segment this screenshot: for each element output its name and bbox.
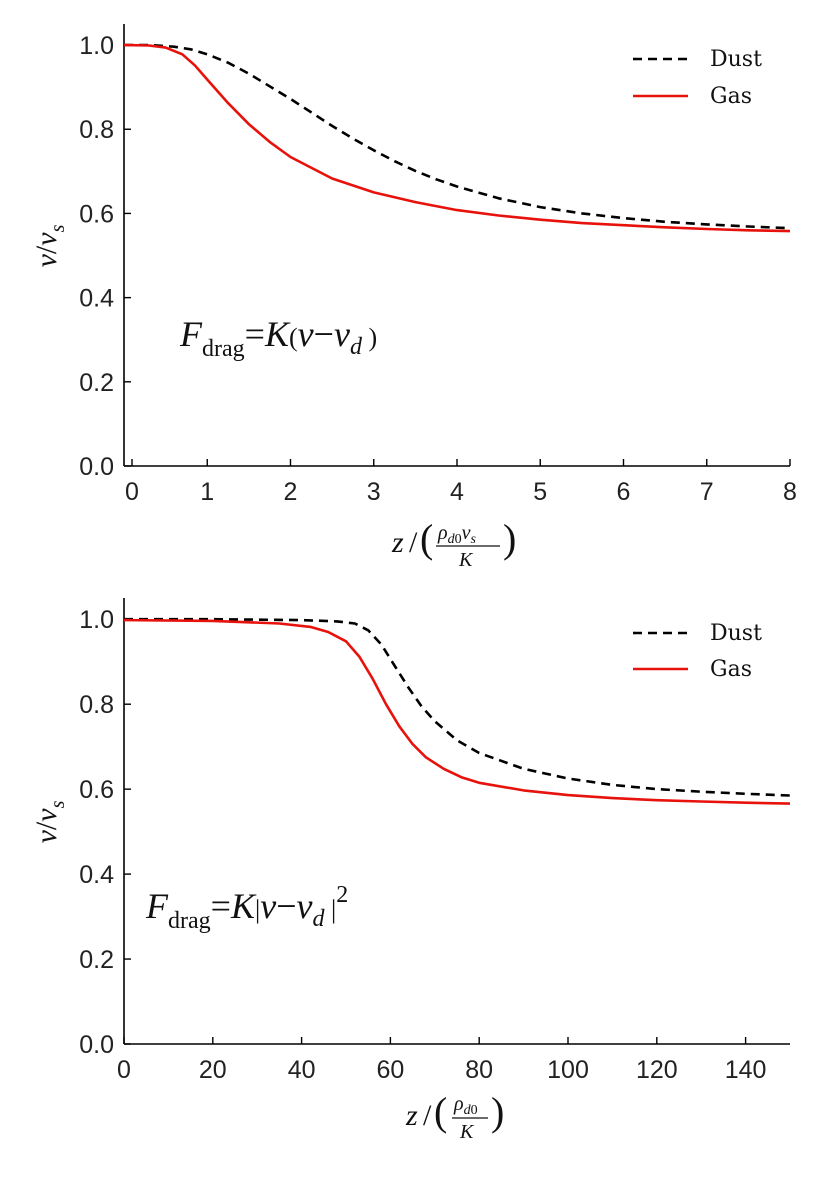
chart-bottom-y-tick-label: 0.8 xyxy=(79,691,114,719)
svg-text:/: / xyxy=(409,526,418,559)
chart-top-x-tick-label: 0 xyxy=(125,478,139,506)
svg-text:Fdrag=K|v−vd |2: Fdrag=K|v−vd |2 xyxy=(145,882,348,934)
svg-text:(: ( xyxy=(420,516,433,561)
chart-top-annotation: Fdrag=K(v−vd ) xyxy=(179,314,377,362)
svg-text:ρd0: ρd0 xyxy=(453,1093,478,1118)
svg-text:): ) xyxy=(503,516,516,561)
chart-bottom-x-tick-label: 120 xyxy=(636,1056,678,1084)
chart-bottom-x-tick-label: 0 xyxy=(117,1056,131,1084)
svg-text:(: ( xyxy=(434,1089,447,1134)
chart-bottom-legend-dust-label: Dust xyxy=(710,621,762,646)
chart-top-y-tick-label: 0.0 xyxy=(79,453,114,481)
chart-top-legend: Dust Gas xyxy=(633,47,762,109)
svg-text:/: / xyxy=(423,1099,432,1132)
chart-top-x-tick-label: 5 xyxy=(533,478,547,506)
svg-text:z: z xyxy=(391,526,404,559)
chart-bottom-x-tick-label: 140 xyxy=(725,1056,767,1084)
svg-text:Fdrag=K(v−vd ): Fdrag=K(v−vd ) xyxy=(179,314,377,362)
chart-bottom-y-tick-label: 1.0 xyxy=(79,606,114,634)
chart-bottom-series-dust-line xyxy=(124,617,791,797)
svg-text:K: K xyxy=(459,1121,475,1143)
chart-bottom-series xyxy=(123,617,791,805)
chart-top-x-tick-label: 8 xyxy=(783,478,797,506)
chart-top-y-tick-label: 0.2 xyxy=(79,369,114,397)
chart-bottom-x-ticks: 0 20 40 60 80 100 120 140 xyxy=(117,1037,766,1084)
svg-text:z: z xyxy=(405,1099,418,1132)
chart-top-series xyxy=(123,43,791,233)
chart-bottom-legend-gas-label: Gas xyxy=(710,657,752,682)
chart-bottom: 0.0 0.2 0.4 0.6 0.8 1.0 0 20 40 60 80 100 120 140 v/… xyxy=(30,598,791,1143)
chart-bottom-legend: Dust Gas xyxy=(633,621,762,682)
chart-top-y-tick-label: 0.6 xyxy=(79,200,114,228)
chart-top-x-ticks: 0 1 2 3 4 5 6 7 8 xyxy=(125,459,797,506)
chart-top-x-tick-label: 4 xyxy=(450,478,464,506)
chart-top-x-label: z / ( ρd0vs K ) xyxy=(391,516,516,571)
chart-bottom-x-tick-label: 20 xyxy=(199,1056,227,1084)
chart-top-x-tick-label: 6 xyxy=(617,478,631,506)
chart-top-y-label: v/vs xyxy=(30,224,69,267)
chart-bottom-y-tick-label: 0.2 xyxy=(79,946,114,974)
svg-text:): ) xyxy=(491,1089,504,1134)
chart-bottom-y-ticks: 0.0 0.2 0.4 0.6 0.8 1.0 xyxy=(79,606,131,1059)
chart-top: 0.0 0.2 0.4 0.6 0.8 1.0 0 1 2 3 4 5 6 7 8 v/vs z / ( … xyxy=(30,24,797,571)
chart-top-y-tick-label: 0.4 xyxy=(79,285,114,313)
svg-text:K: K xyxy=(458,549,474,571)
chart-bottom-x-tick-label: 100 xyxy=(547,1056,589,1084)
chart-bottom-series-gas-line xyxy=(123,618,791,805)
chart-top-y-tick-label: 1.0 xyxy=(79,32,114,60)
chart-top-series-gas-line xyxy=(123,43,791,233)
chart-bottom-x-tick-label: 40 xyxy=(288,1056,316,1084)
chart-top-series-dust-line xyxy=(124,43,791,230)
chart-bottom-x-tick-label: 80 xyxy=(465,1056,493,1084)
chart-top-x-tick-label: 7 xyxy=(700,478,714,506)
chart-bottom-x-tick-label: 60 xyxy=(376,1056,404,1084)
chart-bottom-y-tick-label: 0.6 xyxy=(79,776,114,804)
chart-bottom-x-label: z / ( ρd0 K ) xyxy=(405,1089,504,1143)
chart-top-legend-dust-label: Dust xyxy=(710,47,762,72)
chart-bottom-y-tick-label: 0.4 xyxy=(79,861,114,889)
svg-text:ρd0vs: ρd0vs xyxy=(437,522,477,547)
chart-bottom-y-tick-label: 0.0 xyxy=(79,1031,114,1059)
chart-top-y-tick-label: 0.8 xyxy=(79,116,114,144)
chart-top-x-tick-label: 3 xyxy=(367,478,381,506)
chart-bottom-y-label: v/vs xyxy=(30,800,69,843)
chart-bottom-annotation: Fdrag=K|v−vd |2 xyxy=(145,882,348,934)
chart-top-x-tick-label: 2 xyxy=(284,478,298,506)
chart-top-x-tick-label: 1 xyxy=(200,478,214,506)
chart-top-legend-gas-label: Gas xyxy=(710,84,752,109)
